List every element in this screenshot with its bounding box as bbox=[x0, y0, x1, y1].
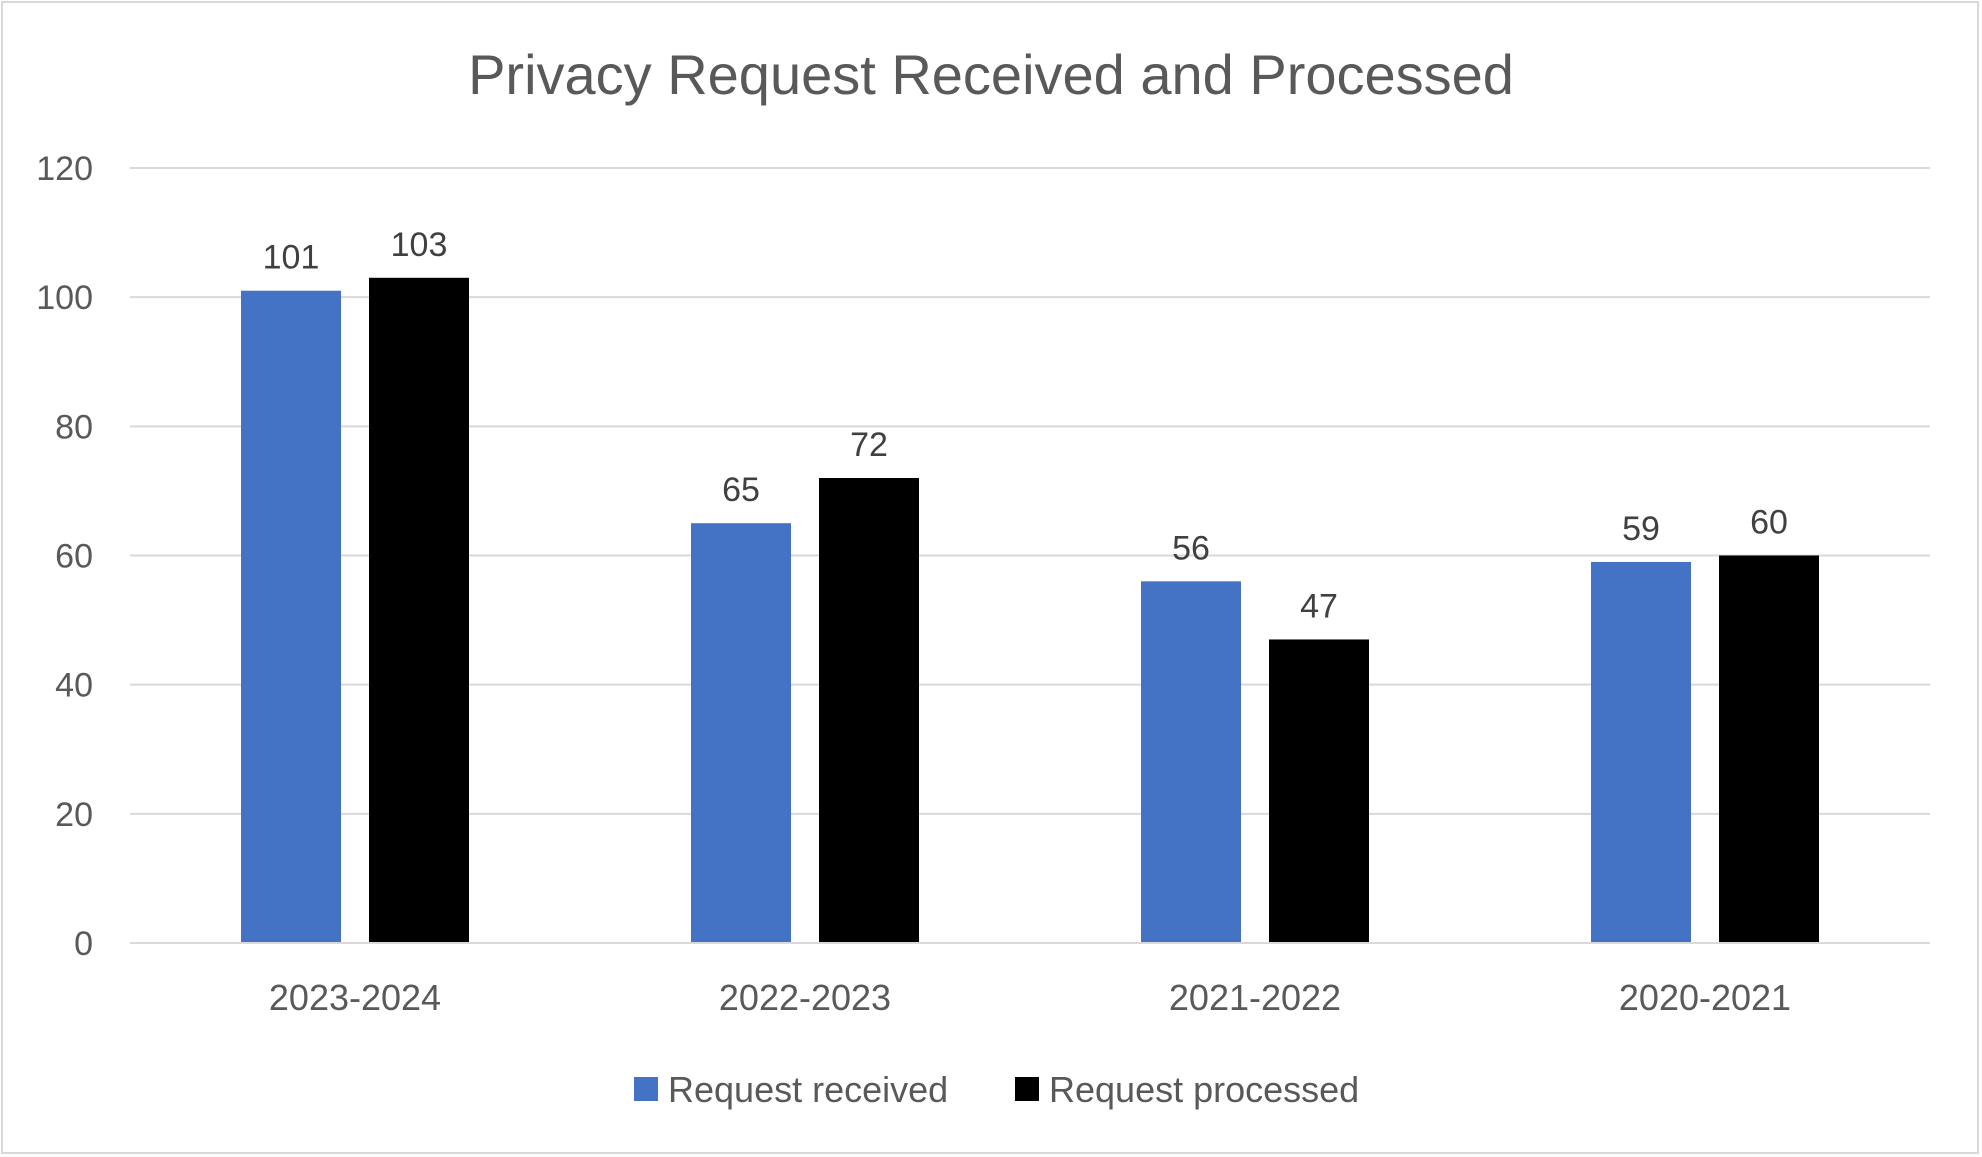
x-axis-ticks: 2023-2024 2022-2023 2021-2022 2020-2021 bbox=[269, 977, 1791, 1018]
data-label: 59 bbox=[1622, 510, 1660, 548]
y-axis-ticks: 0 20 40 60 80 100 120 bbox=[36, 150, 93, 963]
bar-received bbox=[1591, 561, 1691, 943]
y-tick-label: 40 bbox=[55, 667, 93, 705]
data-label: 65 bbox=[722, 471, 760, 509]
x-tick-label: 2020-2021 bbox=[1619, 977, 1791, 1018]
y-tick-label: 80 bbox=[55, 408, 93, 446]
x-tick-label: 2023-2024 bbox=[269, 977, 441, 1018]
y-tick-label: 60 bbox=[55, 538, 93, 576]
chart-title: Privacy Request Received and Processed bbox=[468, 43, 1514, 106]
legend-label: Request received bbox=[668, 1069, 948, 1110]
data-label: 47 bbox=[1300, 587, 1338, 625]
y-tick-label: 20 bbox=[55, 796, 93, 834]
bar-processed bbox=[369, 277, 469, 944]
x-tick-label: 2022-2023 bbox=[719, 977, 891, 1018]
data-label: 72 bbox=[850, 426, 888, 464]
bar-processed bbox=[1269, 639, 1369, 943]
data-label: 103 bbox=[391, 226, 448, 264]
y-tick-label: 0 bbox=[74, 925, 93, 963]
legend-swatch bbox=[634, 1077, 658, 1101]
bar-received bbox=[1141, 581, 1241, 943]
data-label: 60 bbox=[1750, 504, 1788, 542]
y-tick-label: 100 bbox=[36, 279, 93, 317]
bar-processed bbox=[1719, 555, 1819, 943]
bar-processed bbox=[819, 478, 919, 943]
x-tick-label: 2021-2022 bbox=[1169, 977, 1341, 1018]
bar-received bbox=[691, 523, 791, 943]
legend: Request received Request processed bbox=[634, 1069, 1359, 1110]
legend-label: Request processed bbox=[1049, 1069, 1359, 1110]
y-tick-label: 120 bbox=[36, 150, 93, 188]
bar-received bbox=[241, 290, 341, 943]
legend-swatch bbox=[1015, 1077, 1039, 1101]
bars bbox=[241, 277, 1819, 944]
data-label: 101 bbox=[263, 239, 320, 277]
data-label: 56 bbox=[1172, 529, 1210, 567]
data-labels: 101 103 65 72 56 47 59 60 bbox=[263, 226, 1788, 626]
